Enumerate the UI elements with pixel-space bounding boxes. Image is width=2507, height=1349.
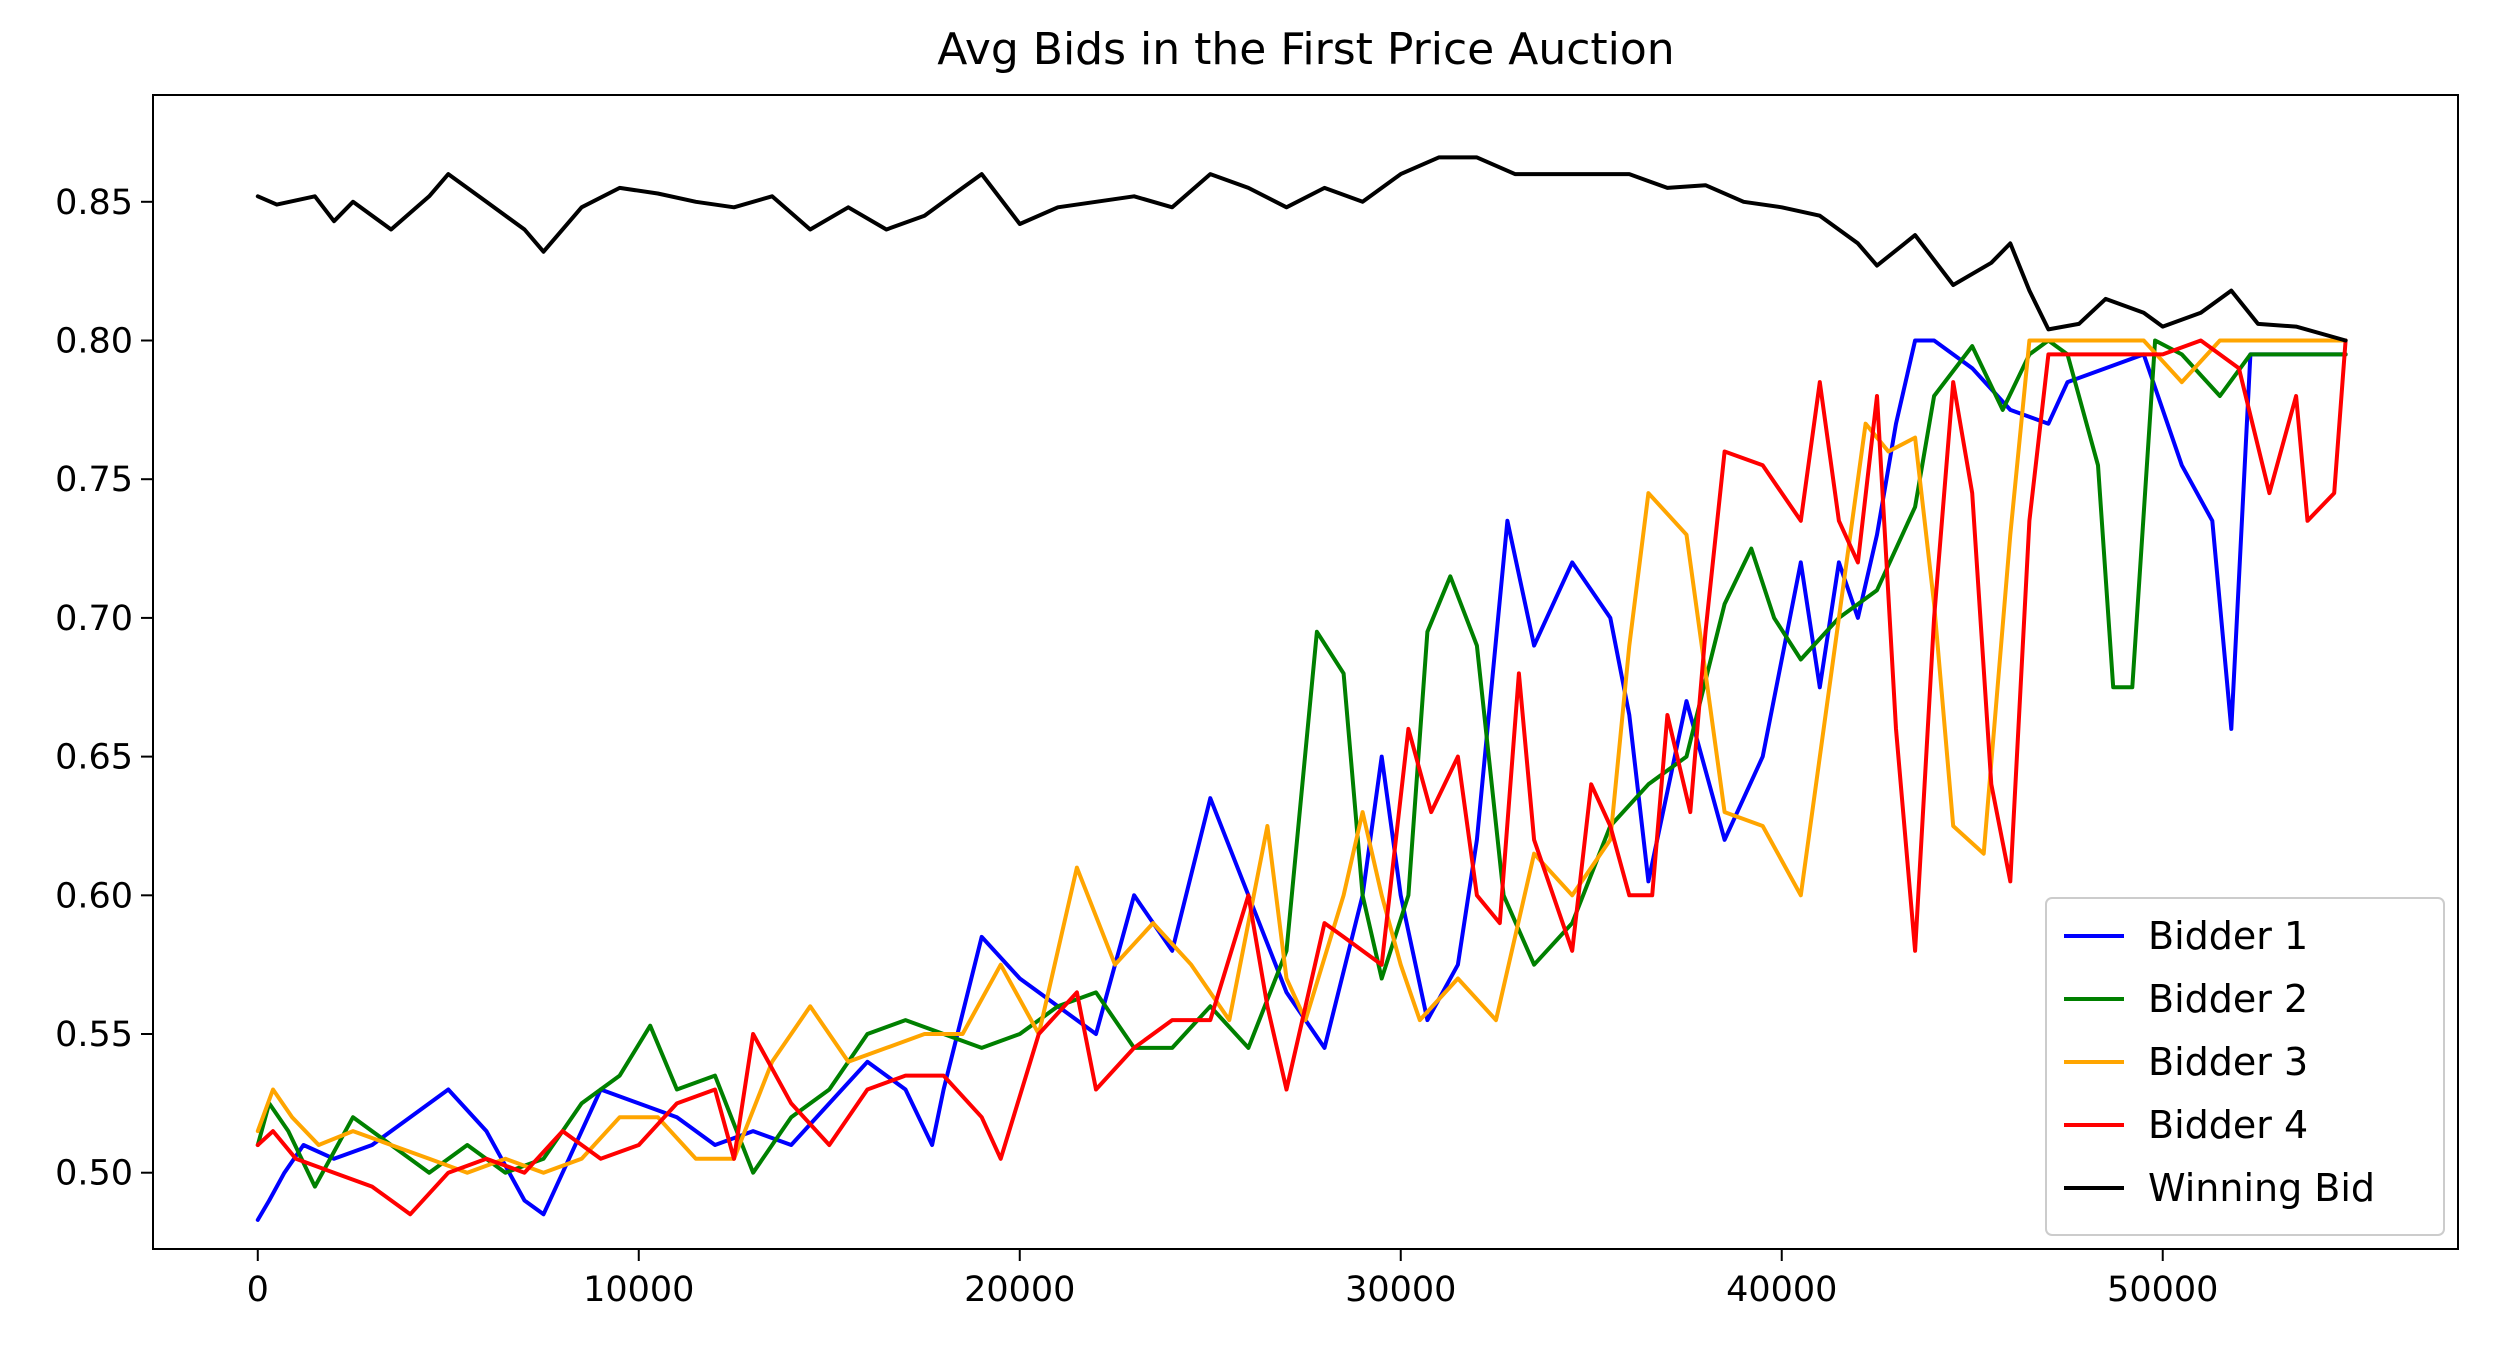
series-line-winning-bid bbox=[255, 155, 2348, 343]
y-axis: 0.50 0.55 0.60 0.65 0.70 0.75 0.80 0.85 bbox=[55, 183, 153, 1194]
series-line-bidder-1 bbox=[255, 338, 2348, 1222]
x-tick-label: 30000 bbox=[1345, 1270, 1456, 1310]
y-tick-label: 0.50 bbox=[55, 1154, 133, 1194]
legend-label-bidder-4: Bidder 4 bbox=[2148, 1103, 2308, 1147]
series-line-bidder-2 bbox=[255, 338, 2348, 1189]
legend: Bidder 1 Bidder 2 Bidder 3 Bidder 4 Winning … bbox=[2045, 897, 2445, 1236]
legend-label-bidder-1: Bidder 1 bbox=[2148, 914, 2308, 958]
legend-label-bidder-2: Bidder 2 bbox=[2148, 977, 2308, 1021]
series-line-bidder-4 bbox=[255, 338, 2348, 1217]
y-tick-label: 0.85 bbox=[55, 183, 133, 223]
x-tick-label: 50000 bbox=[2107, 1270, 2218, 1310]
plot-frame bbox=[152, 94, 2459, 1250]
legend-label-bidder-3: Bidder 3 bbox=[2148, 1040, 2308, 1084]
x-axis: 0 10000 20000 30000 40000 50000 bbox=[247, 1249, 2218, 1310]
x-tick-label: 0 bbox=[247, 1270, 269, 1310]
y-tick-label: 0.55 bbox=[55, 1015, 133, 1055]
x-tick-label: 10000 bbox=[583, 1270, 694, 1310]
series-layer bbox=[255, 155, 2348, 1222]
legend-box bbox=[2045, 897, 2445, 1236]
chart-title: Avg Bids in the First Price Auction bbox=[937, 24, 1674, 75]
y-tick-label: 0.65 bbox=[55, 738, 133, 778]
x-tick-label: 40000 bbox=[1726, 1270, 1837, 1310]
y-tick-label: 0.80 bbox=[55, 322, 133, 362]
y-tick-label: 0.70 bbox=[55, 599, 133, 639]
y-tick-label: 0.60 bbox=[55, 876, 133, 916]
x-tick-label: 20000 bbox=[964, 1270, 1075, 1310]
y-tick-label: 0.75 bbox=[55, 460, 133, 500]
legend-label-winning-bid: Winning Bid bbox=[2148, 1166, 2375, 1210]
